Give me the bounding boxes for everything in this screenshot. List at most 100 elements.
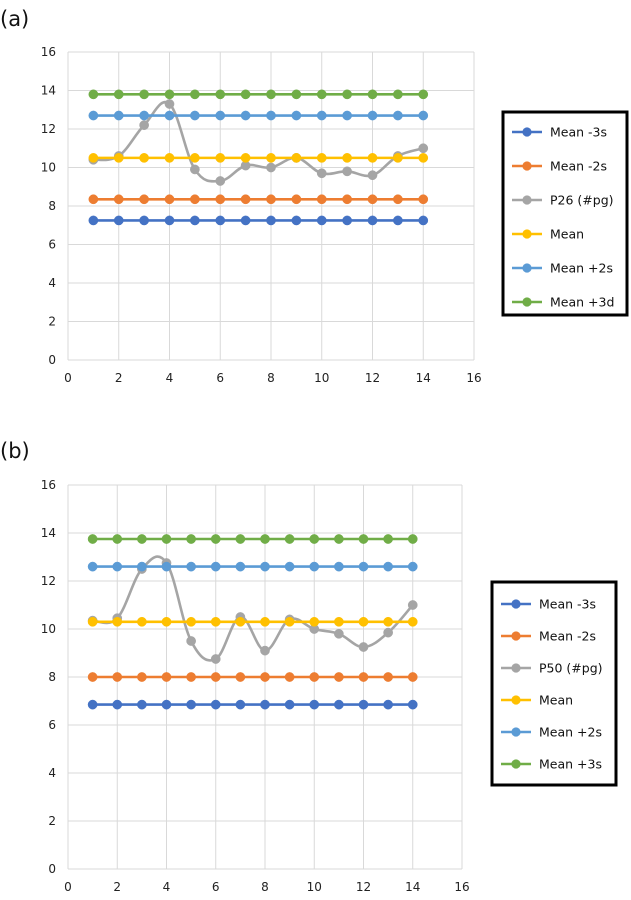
x-tick-label: 2: [115, 371, 123, 385]
x-tick-label: 16: [454, 880, 469, 894]
legend-label: Mean +2s: [550, 261, 613, 276]
data-point: [342, 166, 352, 177]
series-mean: [87, 616, 418, 627]
data-point: [87, 561, 98, 572]
y-tick-label: 6: [48, 718, 56, 732]
data-point: [240, 110, 251, 121]
data-point: [215, 176, 226, 186]
x-tick-label: 14: [416, 371, 431, 385]
x-tick-label: 4: [166, 371, 174, 385]
data-point: [186, 616, 196, 627]
x-tick-label: 12: [356, 880, 371, 894]
data-point: [235, 561, 246, 572]
data-point: [266, 215, 276, 226]
data-point: [88, 194, 99, 205]
data-point: [418, 143, 429, 154]
legend-label: Mean -3s: [550, 125, 607, 140]
data-point: [334, 561, 344, 572]
x-tick-label: 6: [216, 371, 224, 385]
legend-label: P26 (#pg): [550, 193, 614, 208]
data-point: [112, 672, 123, 682]
series-mean-3s: [87, 699, 418, 710]
data-point: [87, 534, 98, 544]
series-mean-3s: [88, 215, 429, 226]
x-tick-label: 14: [405, 880, 420, 894]
data-point: [87, 616, 98, 627]
data-point: [235, 672, 246, 682]
data-point: [266, 110, 276, 121]
data-point: [260, 699, 270, 710]
y-tick-label: 4: [48, 276, 56, 290]
data-point: [342, 153, 352, 163]
legend-marker: [522, 297, 532, 307]
data-point: [407, 561, 418, 572]
data-point: [210, 616, 221, 627]
data-point: [210, 561, 221, 572]
legend-marker: [511, 631, 521, 641]
data-point: [190, 215, 200, 226]
x-tick-label: 6: [212, 880, 220, 894]
data-point: [186, 561, 196, 572]
y-tick-label: 2: [48, 814, 56, 828]
legend-label: Mean -2s: [550, 159, 607, 174]
series-mean-2s: [88, 194, 429, 205]
x-tick-label: 12: [365, 371, 380, 385]
data-point: [367, 153, 378, 163]
data-point: [210, 699, 221, 710]
y-tick-label: 0: [48, 353, 56, 367]
data-point: [112, 534, 123, 544]
data-point: [164, 110, 175, 121]
data-point: [291, 110, 302, 121]
y-tick-label: 2: [48, 315, 56, 329]
data-point: [186, 672, 196, 682]
data-point: [260, 534, 270, 544]
data-point: [309, 534, 320, 544]
data-point: [235, 616, 246, 627]
x-tick-label: 8: [267, 371, 275, 385]
data-point: [87, 672, 98, 682]
data-point: [284, 616, 295, 627]
series-p26-pg: [88, 99, 429, 186]
x-tick-label: 10: [314, 371, 329, 385]
data-point: [113, 194, 124, 205]
x-tick-label: 10: [307, 880, 322, 894]
data-point: [88, 110, 99, 121]
data-point: [260, 561, 270, 572]
data-point: [164, 215, 175, 226]
legend-label: Mean -2s: [539, 629, 596, 644]
data-point: [334, 628, 344, 639]
data-point: [367, 194, 378, 205]
data-point: [215, 194, 226, 205]
data-point: [190, 89, 200, 100]
x-tick-label: 0: [64, 371, 72, 385]
data-point: [87, 699, 98, 710]
data-point: [334, 534, 344, 544]
series-mean-3s: [87, 534, 418, 544]
data-point: [342, 194, 352, 205]
legend-marker: [522, 127, 532, 137]
data-point: [393, 153, 403, 163]
data-point: [383, 534, 393, 544]
data-point: [164, 99, 175, 109]
data-point: [358, 534, 369, 544]
x-tick-label: 16: [466, 371, 481, 385]
data-point: [309, 616, 320, 627]
legend-marker: [522, 229, 532, 239]
x-tick-label: 8: [261, 880, 269, 894]
x-tick-label: 2: [113, 880, 121, 894]
data-point: [367, 89, 378, 100]
legend-marker: [522, 263, 532, 273]
data-point: [309, 672, 320, 682]
data-point: [215, 153, 226, 163]
legend-marker: [522, 161, 532, 171]
data-point: [161, 534, 172, 544]
legend-label: Mean: [550, 227, 584, 242]
legend-label: Mean +3d: [550, 295, 614, 310]
data-point: [240, 194, 251, 205]
data-point: [240, 89, 251, 100]
data-point: [266, 153, 276, 163]
data-point: [358, 642, 369, 652]
data-point: [260, 645, 270, 656]
y-tick-label: 12: [41, 574, 56, 588]
